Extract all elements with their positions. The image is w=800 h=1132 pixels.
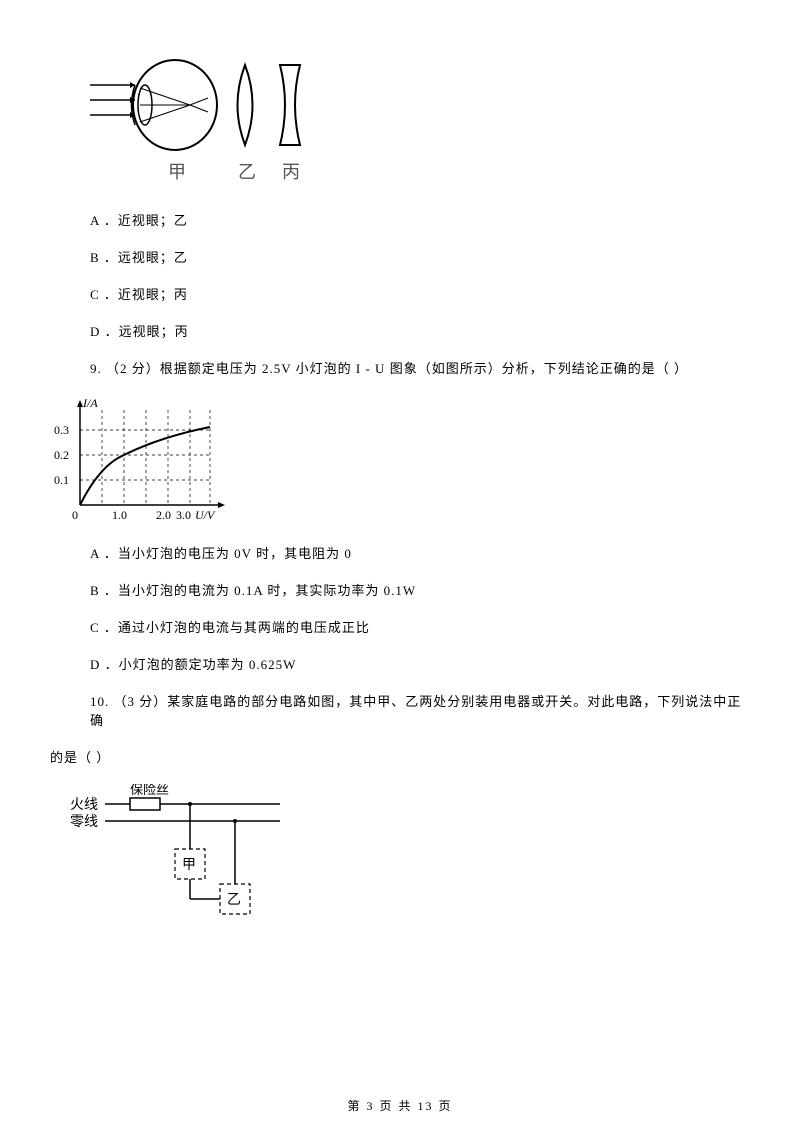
q9-option-b: B ．当小灯泡的电流为 0.1A 时，其实际功率为 0.1W bbox=[90, 580, 750, 599]
figure-iu-chart: I/A U/V 0.1 0.2 0.3 0 1.0 2.0 3.0 3.0 bbox=[50, 395, 750, 525]
live-label: 火线 bbox=[70, 797, 98, 813]
neutral-label: 零线 bbox=[70, 814, 98, 830]
label-bing: 丙 bbox=[282, 162, 300, 182]
yi-label: 乙 bbox=[227, 892, 241, 908]
svg-text:0.2: 0.2 bbox=[54, 448, 69, 462]
ylabel: I/A bbox=[82, 396, 98, 410]
q9-option-d: D ．小灯泡的额定功率为 0.625W bbox=[90, 654, 750, 673]
figure-circuit: 火线 保险丝 零线 甲 乙 bbox=[70, 784, 750, 924]
svg-text:3.0: 3.0 bbox=[176, 508, 191, 522]
q8-option-d: D ．远视眼；丙 bbox=[90, 321, 750, 340]
q9-option-a: A ．当小灯泡的电压为 0V 时，其电阻为 0 bbox=[90, 543, 750, 562]
q10-text-cont: 的是（ ） bbox=[50, 747, 750, 766]
svg-text:0.1: 0.1 bbox=[54, 473, 69, 487]
label-jia: 甲 bbox=[168, 162, 186, 182]
iu-chart-svg: I/A U/V 0.1 0.2 0.3 0 1.0 2.0 3.0 3.0 bbox=[50, 395, 240, 525]
q8-option-c: C ．近视眼；丙 bbox=[90, 284, 750, 303]
circuit-svg: 火线 保险丝 零线 甲 乙 bbox=[70, 784, 290, 924]
jia-label: 甲 bbox=[182, 858, 196, 873]
svg-text:0: 0 bbox=[72, 508, 78, 522]
q9-text: 9. （2 分）根据额定电压为 2.5V 小灯泡的 I - U 图象（如图所示）… bbox=[90, 358, 750, 377]
q9-option-c: C ．通过小灯泡的电流与其两端的电压成正比 bbox=[90, 617, 750, 636]
q10-text: 10. （3 分）某家庭电路的部分电路如图，其中甲、乙两处分别装用电器或开关。对… bbox=[90, 691, 750, 729]
q8-option-b: B ．远视眼；乙 bbox=[90, 247, 750, 266]
label-yi: 乙 bbox=[238, 162, 256, 182]
svg-text:2.0: 2.0 bbox=[156, 508, 171, 522]
page-footer: 第 3 页 共 13 页 bbox=[0, 1097, 800, 1114]
eye-lens-diagram: 甲 乙 丙 bbox=[90, 50, 320, 190]
xlabel: U/V bbox=[195, 508, 216, 522]
figure-eye-lenses: 甲 乙 丙 bbox=[90, 50, 750, 190]
q8-option-a: A ．近视眼；乙 bbox=[90, 210, 750, 229]
svg-text:0.3: 0.3 bbox=[54, 423, 69, 437]
svg-text:1.0: 1.0 bbox=[112, 508, 127, 522]
fuse-label: 保险丝 bbox=[130, 784, 169, 797]
